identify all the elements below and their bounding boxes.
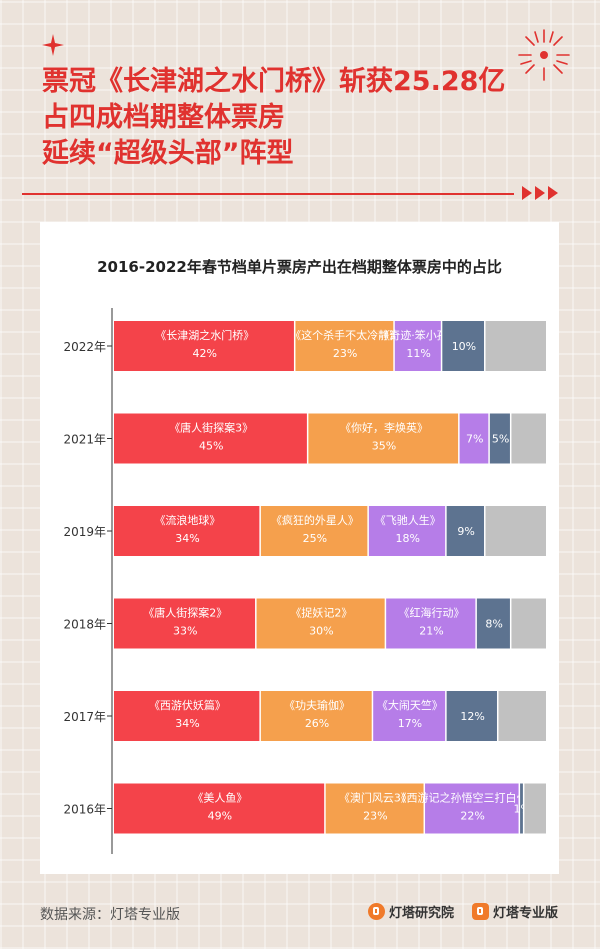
firework-icon xyxy=(518,29,570,81)
bar-film-label: 《长津湖之水门桥》 xyxy=(155,328,254,342)
bar-value-label: 5% xyxy=(492,433,509,446)
y-tick-label: 2017年 xyxy=(63,710,106,724)
bar-value-label: 12% xyxy=(460,710,484,723)
bar-value-label: 7% xyxy=(466,433,483,446)
chart-title: 2016-2022年春节档单片票房产出在档期整体票房中的占比 xyxy=(97,258,502,276)
lighthouse-research-icon xyxy=(367,903,385,920)
logo-research-label: 灯塔研究院 xyxy=(388,906,454,921)
bar-value-label: 22% xyxy=(460,810,484,823)
headline-line-1: 票冠《长津湖之水门桥》斩获25.28亿 xyxy=(42,66,506,97)
bar-segment-rest xyxy=(511,413,546,464)
bar-value-label: 26% xyxy=(305,717,329,730)
logo-research: 灯塔研究院 xyxy=(367,902,454,921)
headline-line-3: 延续“超级头部”阵型 xyxy=(42,138,294,169)
bar-film-label: 《你好，李焕英》 xyxy=(340,421,428,435)
bar-segment xyxy=(442,321,485,371)
bar-segment xyxy=(260,506,368,556)
y-tick-label: 2018年 xyxy=(63,618,106,632)
bar-film-label: 《澳门风云3》 xyxy=(339,791,412,805)
bar-segment xyxy=(446,506,485,556)
bar-segment xyxy=(489,413,510,464)
bar-value-label: 11% xyxy=(406,347,430,360)
bar-value-label: 17% xyxy=(398,717,422,730)
bar-value-label: 34% xyxy=(175,717,199,730)
bar-value-label: 23% xyxy=(333,347,357,360)
bar-segment xyxy=(260,691,372,741)
bar-film-label: 《唐人街探案2》 xyxy=(143,606,227,620)
bar-value-label: 35% xyxy=(372,440,396,453)
bar-value-label: 30% xyxy=(309,625,333,638)
footer-logos: 灯塔研究院 灯塔专业版 xyxy=(367,902,558,921)
bar-value-label: 10% xyxy=(452,340,476,353)
bar-value-label: 18% xyxy=(396,532,420,545)
bar-film-label: 《这个杀手不太冷静》 xyxy=(290,328,400,342)
triple-arrow-icon xyxy=(522,186,558,200)
bar-segment xyxy=(295,321,394,371)
bar-segment-rest xyxy=(485,506,546,556)
headline-divider xyxy=(22,193,514,195)
y-tick-label: 2016年 xyxy=(63,803,106,817)
sparkle-icon xyxy=(42,34,64,56)
bar-segment xyxy=(114,321,294,371)
headline: 票冠《长津湖之水门桥》斩获25.28亿 占四成档期整体票房 延续“超级头部”阵型 xyxy=(42,64,562,172)
bar-value-label: 45% xyxy=(199,440,223,453)
bar-segment xyxy=(114,413,307,464)
bar-segment-rest xyxy=(511,598,546,649)
bar-segment xyxy=(114,783,325,834)
bar-value-label: 23% xyxy=(363,810,387,823)
bar-segment xyxy=(256,598,385,649)
bar-value-label: 49% xyxy=(208,810,232,823)
bar-segment xyxy=(520,783,523,834)
y-tick-label: 2022年 xyxy=(63,340,106,354)
bar-value-label: 21% xyxy=(419,625,443,638)
bar-segment-rest xyxy=(524,783,546,834)
bar-film-label: 《红海行动》 xyxy=(399,606,465,620)
bar-segment xyxy=(476,598,510,649)
bar-segment xyxy=(308,413,459,464)
bar-segment xyxy=(368,506,446,556)
bar-film-label: 《大闹天竺》 xyxy=(377,698,443,712)
logo-pro-label: 灯塔专业版 xyxy=(492,906,558,921)
bar-film-label: 《美人鱼》 xyxy=(192,791,247,805)
bar-segment xyxy=(386,598,476,649)
bar-value-label: 9% xyxy=(457,525,474,538)
bar-value-label: 34% xyxy=(175,532,199,545)
bar-film-label: 《唐人街探案3》 xyxy=(169,421,253,435)
logo-pro: 灯塔专业版 xyxy=(471,902,558,921)
headline-line-2: 占四成档期整体票房 xyxy=(42,102,285,133)
stacked-bar-chart: 2022年 《长津湖之水门桥》 42% 《这个杀手不太冷静》 23% 《奇迹·笨小孩》 11… xyxy=(63,308,550,854)
bar-segment xyxy=(373,691,446,741)
bar-film-label: 《西游记之孙悟空三打白骨精》 xyxy=(396,791,550,805)
bar-film-label: 《捉妖记2》 xyxy=(290,606,352,620)
bar-segment xyxy=(425,783,519,834)
data-source: 数据来源：灯塔专业版 xyxy=(40,907,180,923)
bar-segment xyxy=(114,598,256,649)
bar-value-label: 42% xyxy=(192,347,216,360)
y-tick-label: 2019年 xyxy=(63,525,106,539)
bar-value-label: 8% xyxy=(485,618,502,631)
bar-film-label: 《疯狂的外星人》 xyxy=(271,513,359,527)
bar-value-label: 33% xyxy=(173,625,197,638)
bar-film-label: 《飞驰人生》 xyxy=(375,513,441,527)
bar-segment-rest xyxy=(498,691,546,741)
bar-value-label: 25% xyxy=(303,532,327,545)
bar-segment xyxy=(459,413,489,464)
bar-film-label: 《奇迹·笨小孩》 xyxy=(378,328,459,342)
bar-segment xyxy=(325,783,424,834)
bar-segment xyxy=(394,321,441,371)
lighthouse-pro-icon xyxy=(471,903,489,920)
bar-segment xyxy=(114,506,260,556)
bar-film-label: 《西游伏妖篇》 xyxy=(149,698,226,712)
bar-film-label: 《流浪地球》 xyxy=(154,513,220,527)
chart-card: 2022年 《长津湖之水门桥》 42% 《这个杀手不太冷静》 23% 《奇迹·笨小孩》 11… xyxy=(40,222,559,874)
y-tick-label: 2021年 xyxy=(63,433,106,447)
bar-segment xyxy=(446,691,497,741)
bar-segment-rest xyxy=(485,321,546,371)
bar-segment xyxy=(114,691,260,741)
bar-film-label: 《功夫瑜伽》 xyxy=(284,698,350,712)
